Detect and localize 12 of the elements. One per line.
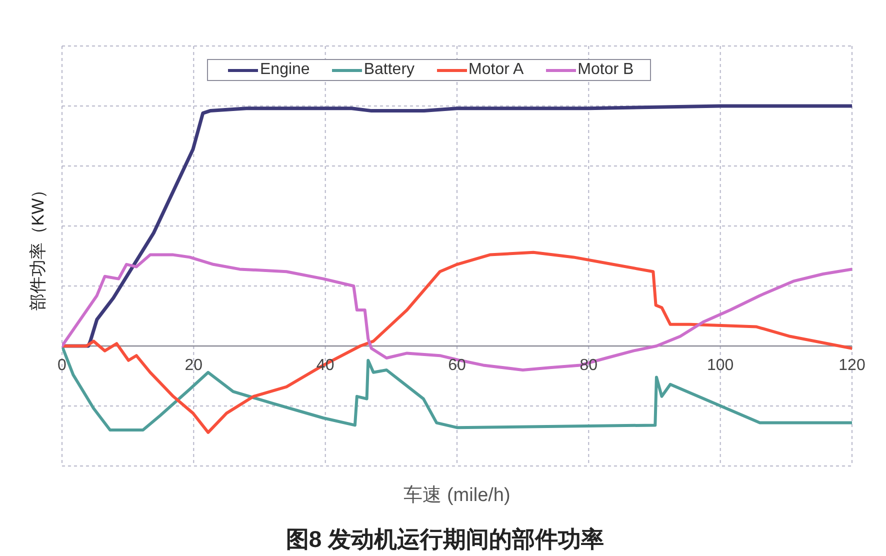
legend-label: Battery	[364, 61, 415, 79]
y-axis-title: 部件功率（KW）	[28, 181, 48, 311]
legend-label: Engine	[260, 61, 310, 79]
x-tick-label: 0	[58, 357, 67, 374]
text: 图8 发动机运行期间的部件功率	[286, 526, 604, 552]
x-tick-label: 20	[184, 357, 203, 374]
legend-label: Motor B	[578, 61, 634, 79]
x-tick-label: 100	[706, 357, 734, 374]
x-axis-title: 车速 (mile/h)	[404, 485, 510, 506]
x-tick-label: 60	[448, 357, 466, 374]
x-tick-label: 120	[838, 357, 866, 374]
legend-label: Motor A	[468, 61, 524, 79]
